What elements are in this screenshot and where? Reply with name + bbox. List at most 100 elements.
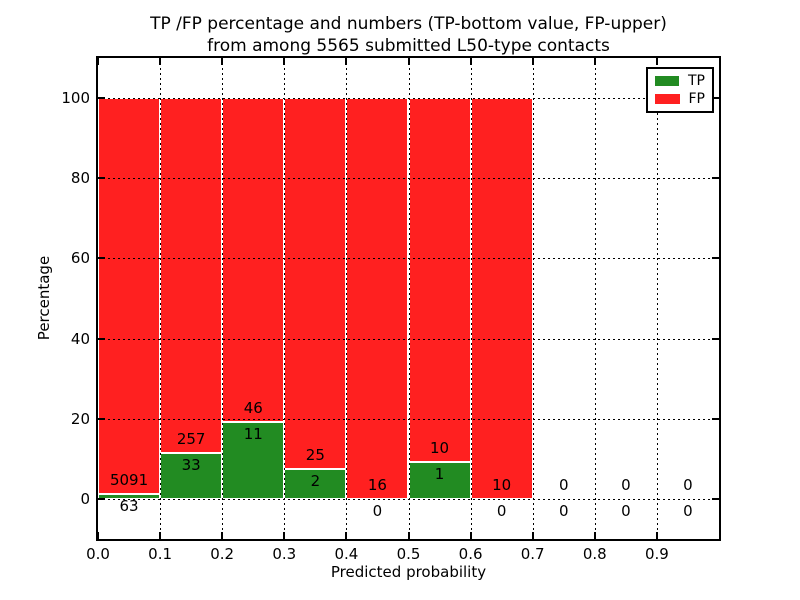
v-gridline (532, 58, 534, 539)
x-tick-mark (159, 532, 162, 539)
x-tick-mark (655, 532, 658, 539)
y-axis-label: Percentage (35, 255, 53, 341)
y-tick-label: 60 (70, 249, 90, 268)
y-tick-mark (98, 257, 105, 260)
x-tick-mark (221, 58, 224, 65)
tp-count-label: 1 (434, 465, 445, 484)
fp-bar-segment (470, 98, 533, 499)
fp-count-label: 0 (558, 475, 569, 494)
x-tick-mark (531, 532, 534, 539)
tp-bar-segment (98, 494, 161, 499)
fp-count-label: 0 (621, 475, 631, 494)
x-tick-label: 0.7 (520, 545, 545, 563)
tp-bar-segment (284, 469, 347, 499)
chart-title-line1: TP /FP percentage and numbers (TP-bottom… (150, 14, 667, 34)
x-tick-mark (221, 532, 224, 539)
x-tick-label: 0.1 (148, 545, 173, 563)
y-tick-mark (712, 257, 719, 260)
fp-count-label: 10 (492, 475, 512, 494)
legend-item-tp: TP (655, 74, 705, 88)
chart-title: TP /FP percentage and numbers (TP-bottom… (98, 13, 719, 57)
x-tick-mark (97, 58, 99, 65)
y-tick-mark (712, 97, 719, 100)
x-tick-mark (593, 58, 596, 65)
v-gridline (160, 58, 162, 539)
v-gridline (470, 58, 472, 539)
tp-bar-segment (408, 462, 471, 499)
fp-bar-segment (160, 98, 223, 454)
x-tick-mark (655, 58, 658, 65)
y-tick-label: 100 (61, 89, 90, 108)
x-tick-mark (407, 532, 410, 539)
tp-count-label: 63 (119, 497, 139, 516)
y-tick-label: 80 (70, 169, 90, 188)
v-gridline (346, 58, 348, 539)
fp-count-label: 10 (430, 439, 450, 458)
tp-count-label: 0 (496, 501, 507, 520)
v-gridline (594, 58, 596, 539)
fp-count-label: 0 (683, 475, 693, 494)
x-tick-mark (283, 532, 286, 539)
v-gridline (408, 58, 410, 539)
plot-frame (96, 56, 721, 541)
chart-title-line2: from among 5565 submitted L50-type conta… (207, 36, 610, 56)
x-tick-label: 0.8 (582, 545, 607, 563)
x-tick-mark (283, 58, 286, 65)
legend-item-fp: FP (655, 92, 705, 106)
x-tick-mark (345, 58, 348, 65)
x-tick-mark (97, 532, 99, 539)
y-tick-mark (712, 177, 719, 180)
x-tick-label: 0.0 (86, 545, 110, 563)
x-tick-label: 0.9 (644, 545, 669, 563)
fp-color-swatch (655, 94, 680, 104)
v-gridline (222, 58, 224, 539)
fp-count-label: 16 (367, 475, 387, 494)
tp-count-label: 33 (181, 456, 201, 475)
v-gridline (656, 58, 658, 539)
fp-bar-segment (346, 98, 409, 499)
y-tick-mark (98, 337, 105, 340)
fp-count-label: 46 (243, 398, 263, 417)
x-tick-mark (531, 58, 534, 65)
tp-count-label: 11 (243, 424, 263, 443)
fp-count-label: 5091 (109, 471, 149, 490)
fp-bar-segment (98, 98, 161, 494)
x-tick-mark (345, 532, 348, 539)
x-tick-mark (469, 58, 472, 65)
y-tick-mark (712, 497, 719, 500)
tp-count-label: 0 (621, 501, 631, 520)
fp-count-label: 25 (305, 446, 325, 465)
legend-label-fp: FP (688, 91, 706, 107)
y-tick-mark (712, 417, 719, 420)
fp-count-label: 257 (176, 430, 206, 449)
x-axis-label: Predicted probability (330, 563, 487, 581)
x-tick-label: 0.5 (396, 545, 421, 563)
tp-count-label: 2 (310, 472, 321, 491)
x-tick-label: 0.4 (334, 545, 359, 563)
y-tick-mark (98, 497, 105, 500)
y-tick-mark (98, 417, 105, 420)
tp-count-label: 0 (683, 501, 693, 520)
x-tick-label: 0.3 (272, 545, 297, 563)
tp-count-label: 0 (558, 501, 569, 520)
tp-count-label: 0 (372, 501, 383, 520)
y-tick-label: 20 (70, 409, 90, 428)
v-gridline (284, 58, 286, 539)
fp-bar-segment (408, 98, 471, 463)
y-tick-label: 0 (80, 489, 90, 508)
x-tick-mark (159, 58, 162, 65)
y-tick-mark (98, 177, 105, 180)
legend-label-tp: TP (688, 73, 705, 89)
tp-bar-segment (222, 421, 285, 499)
y-tick-mark (712, 337, 719, 340)
x-tick-mark (407, 58, 410, 65)
y-tick-mark (98, 97, 105, 100)
legend: TP FP (646, 67, 714, 113)
y-tick-label: 40 (70, 329, 90, 348)
tp-color-swatch (655, 76, 679, 86)
x-tick-label: 0.2 (210, 545, 235, 563)
x-tick-mark (593, 532, 596, 539)
x-tick-mark (469, 532, 472, 539)
